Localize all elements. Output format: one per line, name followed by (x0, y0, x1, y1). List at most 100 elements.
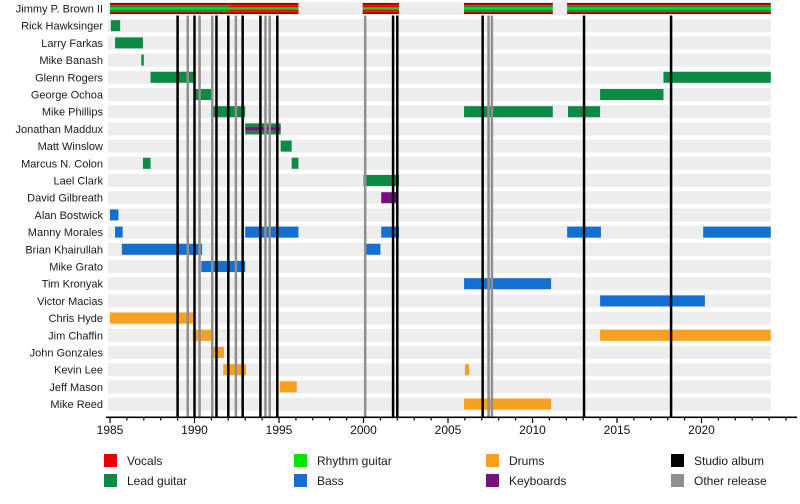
member-bar-rhythm-guitar (567, 7, 771, 10)
x-axis-major-tick (278, 416, 280, 423)
member-bar-bass (464, 278, 552, 290)
member-label: Jeff Mason (49, 382, 103, 394)
member-bar-bass (381, 226, 399, 238)
row-stripe (108, 36, 771, 50)
x-axis-minor-tick (261, 416, 263, 421)
studio-album-line (259, 15, 262, 417)
row-stripe (108, 311, 771, 325)
studio-album-line (215, 15, 218, 417)
x-axis-minor-tick (210, 416, 212, 421)
member-bar-lead-guitar (110, 9, 230, 12)
member-bar-vocals (229, 9, 299, 12)
vocals-bar-edge (567, 3, 771, 5)
other-release-line (490, 15, 494, 417)
member-bar-rhythm-guitar (110, 7, 230, 10)
row-stripe (108, 260, 771, 273)
member-bar-lead-guitar (464, 106, 553, 118)
member-label: Rick Hawksinger (21, 21, 103, 33)
row-stripe (108, 156, 771, 170)
legend-item: Lead guitar (104, 473, 294, 488)
x-axis-minor-tick (346, 416, 348, 421)
x-axis-minor-tick (599, 416, 601, 421)
x-axis-tick-label: 1985 (97, 423, 124, 437)
row-stripe (108, 242, 771, 256)
row-stripe (108, 174, 771, 187)
member-label: Marcus N. Colon (21, 158, 103, 170)
member-bar-keyboards (381, 192, 399, 204)
member-label: Larry Farkas (41, 38, 103, 50)
vocals-bar-edge (229, 12, 299, 14)
x-axis-minor-tick (244, 416, 246, 421)
x-axis-minor-tick (143, 416, 145, 421)
x-axis-line (106, 416, 797, 419)
legend-item: Keyboards (486, 473, 671, 488)
row-stripe (108, 191, 771, 205)
member-bar-lead-guitar (115, 37, 143, 49)
other-release-line (264, 15, 267, 417)
member-label: Matt Winslow (38, 141, 103, 153)
x-axis-minor-tick (126, 416, 128, 421)
row-stripe (108, 277, 771, 291)
x-axis-minor-tick (413, 416, 415, 421)
member-bar-lead-guitar (110, 5, 230, 8)
member-bar-drums (464, 364, 470, 376)
x-axis-minor-tick (430, 416, 432, 421)
member-bar-lead-guitar (110, 20, 121, 32)
studio-album-line (396, 15, 399, 417)
other-release-line (268, 15, 271, 417)
x-axis-minor-tick (396, 416, 398, 421)
row-stripe (108, 139, 771, 153)
studio-album-line (241, 15, 244, 417)
member-bar-rhythm-guitar (229, 7, 299, 10)
x-axis-minor-tick (498, 416, 500, 421)
member-bar-bass (703, 226, 771, 238)
member-bar-rhythm-guitar (464, 7, 553, 10)
member-label: Alan Bostwick (35, 210, 104, 222)
member-bar-bass (364, 243, 381, 255)
member-bar-bass (201, 261, 246, 272)
row-stripe (108, 363, 771, 377)
member-label: Tim Kronyak (42, 279, 104, 291)
member-label: Kevin Lee (54, 365, 103, 377)
x-axis-major-tick (447, 416, 449, 423)
x-axis-minor-tick (667, 416, 669, 421)
other-release-line (234, 15, 238, 417)
x-axis-minor-tick (734, 416, 736, 421)
studio-album-line (176, 15, 179, 417)
x-axis-minor-tick (751, 416, 753, 421)
other-release-line (186, 15, 189, 417)
studio-album-line (193, 15, 196, 417)
legend-item: Bass (294, 473, 486, 488)
studio-album-line (582, 15, 586, 417)
legend-label: Other release (694, 473, 767, 488)
x-axis-minor-tick (464, 416, 466, 421)
member-bar-lead-guitar (567, 5, 771, 8)
legend-label: Keyboards (509, 473, 567, 488)
member-label: Manny Morales (28, 227, 104, 239)
x-axis-minor-tick (515, 416, 517, 421)
other-release-line (487, 15, 490, 417)
x-axis-major-tick (193, 416, 196, 423)
vocals-bar-edge (464, 3, 553, 5)
legend-item: Drums (486, 453, 671, 468)
x-axis-minor-tick (684, 416, 686, 421)
legend-swatch (294, 454, 307, 467)
member-bar-drums (110, 312, 196, 324)
legend-label: Drums (509, 453, 545, 468)
member-bar-lead-guitar (150, 71, 195, 83)
member-bar-bass (600, 295, 705, 307)
x-axis-tick-label: 2020 (688, 423, 715, 437)
x-axis-minor-tick (379, 416, 381, 421)
x-axis-tick-label: 2015 (604, 423, 631, 437)
member-bar-lead-guitar (280, 140, 292, 152)
vocals-bar-edge (229, 3, 299, 5)
x-axis-major-tick (531, 416, 534, 423)
x-axis-tick-label: 2000 (350, 423, 377, 437)
member-bar-lead-guitar (291, 157, 299, 169)
member-bar-lead-guitar (245, 130, 281, 135)
x-axis-minor-tick (785, 416, 787, 421)
member-label: Chris Hyde (49, 313, 103, 325)
legend-swatch (104, 474, 117, 487)
legend-item: Rhythm guitar (294, 453, 486, 468)
member-bar-drums (213, 347, 225, 358)
